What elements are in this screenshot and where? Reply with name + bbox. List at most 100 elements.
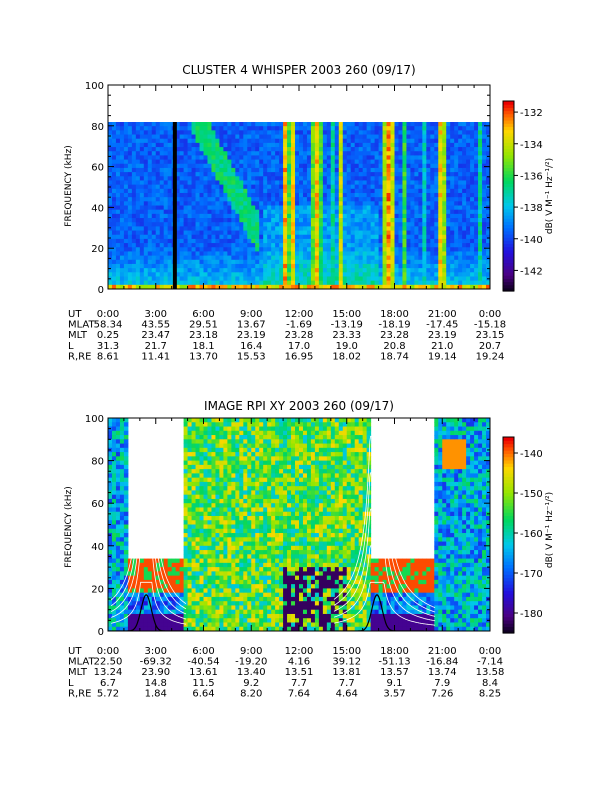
- spectrogram-cell: [446, 222, 451, 227]
- spectrogram-cell: [199, 515, 204, 521]
- spectrogram-cell: [267, 188, 272, 194]
- spectrogram-cell: [199, 592, 204, 598]
- spectrogram-cell: [215, 473, 220, 479]
- spectrogram-cell: [275, 280, 280, 286]
- spectrogram-cell: [482, 151, 487, 156]
- spectrogram-cell: [322, 259, 328, 265]
- spectrogram-cell: [115, 588, 121, 594]
- spectrogram-cell: [318, 209, 324, 215]
- spectrogram-cell: [227, 147, 232, 152]
- spectrogram-cell: [251, 155, 256, 161]
- spectrogram-cell: [386, 188, 392, 194]
- spectrogram-cell: [123, 222, 129, 227]
- spectrogram-cell: [127, 280, 133, 286]
- spectrogram-cell: [418, 226, 423, 232]
- spectrogram-cell: [350, 226, 356, 232]
- spectrogram-cell: [418, 159, 423, 165]
- spectrogram-cell: [470, 159, 475, 165]
- spectrogram-cell: [259, 218, 264, 223]
- spectrogram-cell: [362, 176, 368, 181]
- spectrogram-cell: [219, 222, 224, 227]
- spectrogram-cell: [119, 430, 125, 436]
- spectrogram-cell: [466, 234, 471, 240]
- spectrogram-cell: [322, 130, 328, 136]
- spectrogram-cell: [159, 147, 165, 152]
- spectrogram-cell: [115, 426, 121, 432]
- spectrogram-cell: [131, 567, 137, 572]
- spectrogram-cell: [167, 218, 173, 223]
- spectrogram-cell: [115, 430, 121, 436]
- spectrogram-cell: [478, 180, 483, 186]
- spectrogram-cell: [219, 188, 224, 194]
- spectrogram-cell: [310, 247, 316, 252]
- spectrogram-cell: [362, 218, 368, 223]
- spectrogram-cell: [263, 184, 268, 190]
- spectrogram-cell: [302, 188, 308, 194]
- spectrogram-cell: [191, 618, 197, 623]
- spectrogram-cell: [310, 176, 316, 181]
- spectrogram-cell: [183, 537, 189, 543]
- spectrogram-cell: [207, 167, 212, 173]
- spectrogram-cell: [362, 268, 368, 273]
- spectrogram-cell: [482, 251, 487, 257]
- spectrogram-cell: [394, 238, 399, 244]
- spectrogram-cell: [235, 159, 240, 165]
- spectrogram-cell: [247, 142, 252, 148]
- spectrogram-cell: [474, 126, 479, 131]
- spectrogram-cell: [219, 130, 224, 136]
- spectrogram-cell: [283, 247, 288, 252]
- spectrogram-cell: [283, 276, 288, 282]
- spectrogram-cell: [354, 268, 360, 273]
- spectrogram-cell: [394, 209, 399, 215]
- spectrogram-cell: [115, 122, 121, 127]
- spectrogram-cell: [295, 263, 300, 269]
- spectrogram-cell: [398, 226, 403, 232]
- spectrogram-cell: [111, 176, 117, 181]
- spectrogram-cell: [175, 188, 181, 194]
- spectrogram-cell: [370, 234, 376, 240]
- spectrogram-cell: [434, 213, 439, 219]
- spectrogram-cell: [438, 272, 443, 277]
- spectrogram-cell: [287, 238, 292, 244]
- spectrogram-cell: [378, 126, 384, 131]
- spectrogram-cell: [187, 592, 193, 598]
- spectrogram-cell: [414, 155, 419, 161]
- spectrogram-cell: [111, 464, 117, 470]
- spectrogram-cell: [370, 259, 376, 265]
- spectrogram-cell: [235, 130, 240, 136]
- spectrogram-cell: [195, 176, 201, 181]
- spectrogram-cell: [115, 272, 121, 277]
- y-tick-label: 80: [91, 122, 104, 133]
- spectrogram-cell: [108, 418, 113, 423]
- spectrogram-cell: [338, 138, 344, 144]
- spectrogram-cell: [382, 197, 388, 202]
- spectrogram-cell: [462, 184, 467, 190]
- spectrogram-cell: [251, 238, 256, 244]
- spectrogram-cell: [394, 243, 399, 248]
- spectrogram-cell: [175, 562, 181, 568]
- spectrogram-cell: [175, 218, 181, 223]
- spectrogram-cell: [115, 469, 121, 474]
- spectrogram-cell: [466, 255, 471, 261]
- spectrogram-cell: [334, 167, 340, 173]
- spectrogram-cell: [183, 238, 189, 244]
- spectrogram-cell: [115, 622, 121, 628]
- spectrogram-cell: [223, 272, 228, 277]
- spectrogram-cell: [314, 209, 320, 215]
- spectrogram-cell: [350, 192, 356, 198]
- spectrogram-cell: [330, 188, 336, 194]
- spectrogram-cell: [326, 155, 332, 161]
- spectrogram-cell: [406, 122, 411, 127]
- spectrogram-cell: [123, 528, 129, 534]
- spectrogram-cell: [275, 201, 280, 206]
- spectrogram-cell: [187, 481, 193, 487]
- spectrogram-cell: [482, 188, 487, 194]
- spectrogram-cell: [350, 222, 356, 227]
- spectrogram-cell: [486, 134, 490, 140]
- spectrogram-cell: [474, 159, 479, 165]
- spectrogram-cell: [330, 126, 336, 131]
- spectrogram-cell: [139, 172, 145, 177]
- spectrogram-cell: [227, 251, 232, 257]
- spectrogram-cell: [410, 142, 415, 148]
- spectrogram-cell: [111, 226, 117, 232]
